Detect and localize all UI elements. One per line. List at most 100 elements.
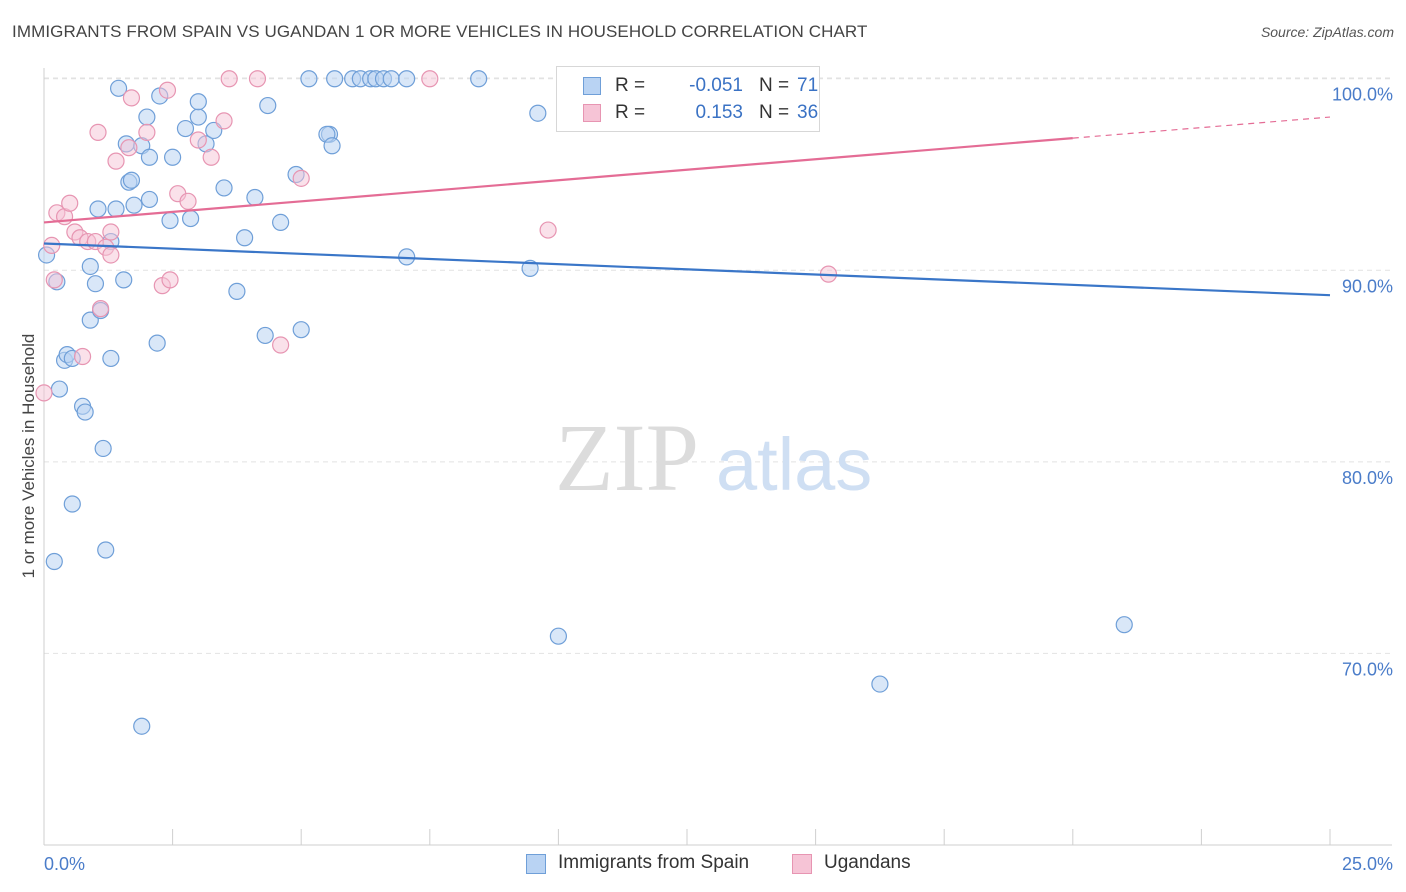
data-point-spain [182, 209, 200, 228]
data-point-spain [125, 196, 143, 214]
data-point-ugandans [102, 246, 120, 264]
trend-line-spain [43, 242, 1331, 297]
data-point-spain [300, 70, 318, 88]
watermark-atlas: atlas [716, 423, 872, 506]
series-ugandans [35, 70, 838, 402]
data-point-ugandans [189, 131, 207, 149]
tick-labels: 70.0% 80.0% 90.0% 100.0% 0.0% 25.0% [44, 85, 1393, 874]
stats-swatch-blue [583, 77, 601, 95]
data-point-spain [148, 334, 166, 352]
data-point-spain [81, 257, 99, 276]
data-point-spain [63, 495, 81, 513]
data-point-spain [256, 326, 274, 345]
data-point-spain [259, 96, 277, 115]
data-point-spain [122, 171, 141, 189]
trend-lines [43, 116, 1331, 297]
data-point-spain [398, 70, 416, 88]
n-value: 71 [797, 75, 819, 96]
data-point-spain [382, 70, 400, 88]
legend-swatch-blue [526, 854, 546, 874]
n-label: N = [759, 75, 790, 96]
y-axis-label: 1 or more Vehicles in Household [19, 334, 38, 579]
data-point-spain [97, 541, 115, 559]
data-point-spain [470, 70, 488, 88]
data-point-spain [292, 321, 310, 339]
data-point-ugandans [35, 384, 53, 402]
data-point-ugandans [220, 70, 238, 88]
data-point-spain [236, 229, 254, 247]
data-point-ugandans [89, 123, 107, 141]
data-point-ugandans [421, 70, 439, 88]
data-point-ugandans [248, 70, 267, 88]
trend-line-ugandans-extension [1072, 116, 1331, 139]
r-value: 0.153 [695, 102, 743, 123]
data-point-spain [76, 403, 94, 421]
data-point-spain [102, 349, 120, 368]
data-point-spain [1115, 616, 1133, 634]
data-point-spain [871, 675, 889, 693]
stats-swatch-pink [583, 104, 601, 122]
data-point-spain [107, 200, 125, 218]
axes [43, 68, 1392, 846]
stats-box: R = -0.051 N = 71 R = 0.153 N = 36 [556, 66, 820, 132]
data-point-ugandans [120, 139, 138, 157]
data-point-ugandans [272, 336, 290, 354]
data-point-ugandans [161, 271, 179, 289]
y-tick-label: 70.0% [1342, 659, 1393, 679]
data-point-spain [140, 148, 159, 166]
legend-label: Immigrants from Spain [558, 852, 750, 873]
source-label: Source: ZipAtlas.com [1260, 24, 1394, 40]
n-value: 36 [797, 102, 819, 123]
n-label: N = [759, 102, 790, 123]
data-point-spain [164, 148, 182, 166]
data-point-ugandans [91, 300, 110, 318]
data-point-spain [140, 190, 159, 209]
data-point-spain [109, 79, 128, 97]
data-point-ugandans [292, 169, 310, 187]
data-point-spain [133, 717, 151, 735]
data-point-spain [161, 211, 179, 230]
data-point-spain [272, 213, 290, 232]
data-point-ugandans [215, 112, 233, 130]
chart-title: IMMIGRANTS FROM SPAIN VS UGANDAN 1 OR MO… [12, 22, 868, 41]
data-point-spain [323, 137, 341, 155]
data-point-spain [246, 188, 264, 207]
data-point-ugandans [45, 271, 63, 289]
x-tick-label: 25.0% [1342, 854, 1393, 874]
data-point-ugandans [43, 236, 61, 254]
data-point-spain [529, 104, 547, 122]
data-point-ugandans [61, 194, 79, 212]
data-point-spain [189, 108, 207, 126]
y-tick-label: 100.0% [1332, 85, 1393, 105]
data-point-ugandans [107, 152, 125, 170]
data-point-spain [45, 552, 63, 571]
data-point-spain [189, 93, 207, 111]
data-point-spain [176, 119, 195, 138]
data-point-spain [549, 627, 568, 645]
data-point-spain [115, 271, 133, 289]
data-point-ugandans [102, 223, 120, 241]
r-label: R = [615, 75, 646, 96]
data-point-spain [228, 282, 246, 300]
data-point-spain [521, 259, 539, 277]
y-tick-label: 80.0% [1342, 468, 1393, 488]
data-point-ugandans [73, 347, 92, 366]
gridlines [44, 77, 1392, 654]
watermark-zip: ZIP [555, 404, 699, 511]
data-point-ugandans [122, 89, 141, 107]
data-point-spain [138, 108, 156, 126]
legend-label: Ugandans [824, 852, 911, 873]
data-point-spain [326, 70, 344, 88]
r-value: -0.051 [689, 75, 743, 96]
data-point-spain [50, 380, 69, 398]
data-point-spain [86, 275, 105, 293]
legend-swatch-pink [792, 854, 812, 874]
data-point-spain [89, 200, 107, 218]
data-point-ugandans [138, 123, 156, 141]
data-point-ugandans [179, 192, 197, 210]
data-point-ugandans [202, 148, 220, 166]
data-point-ugandans [158, 81, 177, 99]
y-tick-label: 90.0% [1342, 276, 1393, 296]
data-point-spain [215, 179, 233, 197]
